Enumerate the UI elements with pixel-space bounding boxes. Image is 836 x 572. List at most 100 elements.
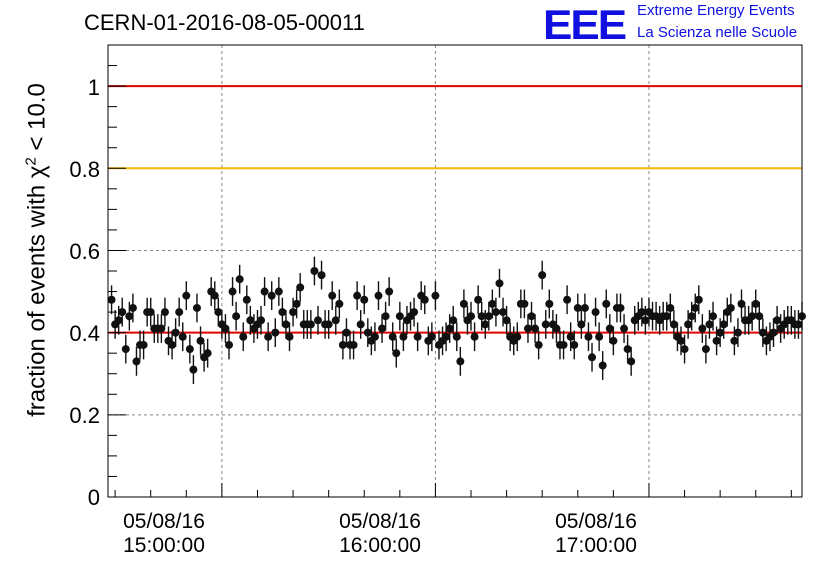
y-tick-label: 0.2 (69, 403, 100, 428)
data-point (459, 299, 468, 308)
data-point (360, 295, 369, 304)
data-point (684, 320, 693, 329)
y-axis-label-prefix: fraction of events with (23, 178, 51, 417)
data-point (456, 357, 465, 366)
data-point (281, 320, 290, 329)
data-point (196, 336, 205, 345)
data-point (666, 303, 675, 312)
data-point (705, 320, 714, 329)
data-point (481, 320, 490, 329)
plot-frame (107, 44, 803, 498)
data-point (264, 332, 273, 341)
data-point (157, 324, 166, 333)
data-point (541, 320, 550, 329)
data-point (676, 336, 685, 345)
data-point (488, 299, 497, 308)
eee-logo: EEE (543, 2, 627, 49)
data-point (246, 316, 255, 325)
grid (108, 45, 802, 497)
data-point (726, 303, 735, 312)
data-point (662, 312, 671, 321)
data-point (733, 328, 742, 337)
data-point (538, 271, 547, 280)
data-point (598, 361, 607, 370)
data-point (470, 332, 479, 341)
data-point (221, 324, 230, 333)
data-point (691, 303, 700, 312)
data-point (595, 332, 604, 341)
data-point (171, 328, 180, 337)
data-point (701, 345, 710, 354)
data-point (431, 291, 440, 300)
chart-title: CERN-01-2016-08-05-00011 (84, 10, 365, 35)
data-point (477, 312, 486, 321)
data-point (356, 320, 365, 329)
data-point (239, 332, 248, 341)
data-point (107, 295, 116, 304)
data-point (214, 308, 223, 317)
x-tick-date: 05/08/16 (555, 510, 637, 533)
data-point (616, 303, 625, 312)
data-point (271, 328, 280, 337)
data-point (306, 320, 315, 329)
data-point (627, 357, 636, 366)
data-point (737, 299, 746, 308)
data-point (178, 332, 187, 341)
data-point (296, 283, 305, 292)
data-point (563, 295, 572, 304)
data-point (474, 295, 483, 304)
data-point (751, 299, 760, 308)
data-point (573, 303, 582, 312)
x-tick-time: 17:00:00 (555, 534, 637, 557)
data-point (118, 308, 127, 317)
data-point (370, 332, 379, 341)
y-axis-label: fraction of events with χ2 < 10.0 (23, 83, 52, 417)
data-point (331, 316, 340, 325)
data-point (289, 308, 298, 317)
data-point (748, 312, 757, 321)
data-point (353, 291, 362, 300)
data-point (680, 345, 689, 354)
data-point (210, 291, 219, 300)
data-point (712, 336, 721, 345)
data-point (491, 308, 500, 317)
x-tick-date: 05/08/16 (339, 510, 421, 533)
data-point (420, 295, 429, 304)
data-point (769, 328, 778, 337)
data-point (310, 267, 319, 275)
y-tick-label: 0 (87, 485, 100, 510)
data-point (374, 291, 383, 300)
data-point (292, 299, 301, 308)
data-point (385, 287, 394, 296)
data-point (363, 328, 372, 337)
data-point (257, 316, 266, 325)
data-point (378, 324, 387, 333)
data-point (580, 303, 589, 312)
data-point (160, 308, 169, 317)
data-point (395, 312, 404, 321)
data-point (730, 336, 739, 345)
data-point (545, 299, 554, 308)
data-point (410, 308, 419, 317)
data-point (203, 349, 212, 358)
data-point (698, 324, 707, 333)
y-tick-label: 0.4 (69, 321, 100, 346)
data-point (520, 299, 529, 308)
data-point (637, 308, 646, 317)
data-point (623, 345, 632, 354)
axis-ticks (108, 65, 792, 498)
y-axis-label-exponent: 2 (22, 157, 40, 166)
data-point (499, 308, 508, 317)
data-point (641, 316, 650, 325)
data-point (185, 345, 194, 354)
data-point (588, 353, 597, 362)
data-point (669, 320, 678, 329)
data-point (467, 312, 476, 321)
data-point (452, 332, 461, 341)
data-point (687, 312, 696, 321)
data-point (552, 324, 561, 333)
data-point (267, 291, 276, 300)
data-point (758, 328, 767, 337)
y-tick-label: 1 (87, 75, 100, 100)
data-point (114, 316, 123, 325)
